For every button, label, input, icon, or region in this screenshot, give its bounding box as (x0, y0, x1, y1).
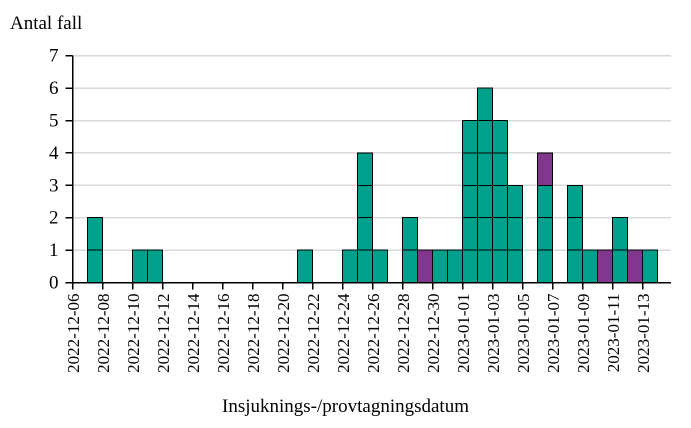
x-tick-label: 2023-01-05 (514, 294, 533, 373)
bar-cell (507, 184, 523, 219)
y-tick-label: 1 (49, 240, 59, 261)
bar-cell (477, 184, 493, 219)
bar-cell (132, 249, 148, 284)
bar-cell (432, 249, 448, 284)
x-axis-title: Insjuknings-/provtagningsdatum (222, 396, 469, 417)
bar-cell (537, 249, 553, 284)
bar-cell (402, 217, 418, 251)
bar-cell (477, 120, 493, 154)
bar-cell (477, 87, 493, 121)
bar-cell (537, 184, 553, 219)
bar-cell (642, 249, 658, 284)
bar-cell (372, 249, 388, 284)
bar-cell (357, 184, 373, 219)
bar-cell (477, 217, 493, 251)
bar-cell (507, 217, 523, 251)
x-tick-label: 2022-12-18 (244, 294, 263, 373)
bar-cell (417, 249, 433, 284)
y-tick-label: 6 (49, 78, 59, 99)
bar-cell (447, 249, 463, 284)
bar-cell (462, 217, 478, 251)
x-tick-label: 2022-12-12 (154, 294, 173, 373)
bar-cell (462, 184, 478, 219)
y-tick-label: 7 (49, 46, 59, 67)
bar-cell (147, 249, 163, 284)
bar-cell (492, 249, 508, 284)
bar-cell (582, 249, 598, 284)
bar-cell (612, 249, 628, 284)
x-tick-label: 2022-12-16 (214, 294, 233, 373)
bar-cell (492, 152, 508, 186)
bar-cell (567, 249, 583, 284)
x-tick-label: 2022-12-22 (304, 294, 323, 373)
bar-cell (537, 217, 553, 251)
bar-cell (492, 184, 508, 219)
bar-cell (492, 120, 508, 154)
bar-cell (462, 152, 478, 186)
bar-cell (87, 249, 103, 284)
x-tick-label: 2023-01-11 (604, 294, 623, 373)
x-tick-label: 2022-12-06 (64, 294, 83, 373)
bar-cell (402, 249, 418, 284)
bar-cell (537, 152, 553, 186)
bar-cell (567, 217, 583, 251)
x-tick-label: 2022-12-08 (94, 294, 113, 373)
bar-cell (477, 152, 493, 186)
x-tick-label: 2022-12-26 (364, 294, 383, 373)
x-tick-label: 2023-01-03 (484, 294, 503, 373)
bar-cell (357, 152, 373, 186)
y-axis-title: Antal fall (10, 13, 83, 34)
bar-cell (357, 249, 373, 284)
y-tick-label: 3 (49, 175, 59, 196)
x-tick-label: 2023-01-07 (544, 293, 563, 373)
x-tick-label: 2022-12-10 (124, 294, 143, 373)
bar-cell (597, 249, 613, 284)
x-tick-label: 2023-01-01 (454, 294, 473, 373)
bar-cell (627, 249, 643, 284)
bar-cell (342, 249, 358, 284)
bar-cell (462, 249, 478, 284)
bar-cell (507, 249, 523, 284)
bar-cell (87, 217, 103, 251)
bar-cell (567, 184, 583, 219)
bar-cell (357, 217, 373, 251)
x-tick-label: 2022-12-28 (394, 294, 413, 373)
x-tick-label: 2022-12-30 (424, 294, 443, 373)
bar-cell (297, 249, 313, 284)
x-tick-label: 2023-01-13 (634, 294, 653, 373)
x-tick-label: 2022-12-20 (274, 294, 293, 373)
y-tick-label: 5 (49, 111, 59, 132)
y-tick-label: 0 (49, 273, 59, 294)
y-tick-label: 2 (49, 208, 59, 229)
bar-cell (492, 217, 508, 251)
x-tick-label: 2023-01-09 (574, 294, 593, 373)
x-tick-label: 2022-12-14 (184, 293, 203, 373)
bar-cell (462, 120, 478, 154)
bar-cell (612, 217, 628, 251)
bar-cell (477, 249, 493, 284)
y-tick-label: 4 (49, 143, 59, 164)
x-tick-label: 2022-12-24 (334, 293, 353, 373)
